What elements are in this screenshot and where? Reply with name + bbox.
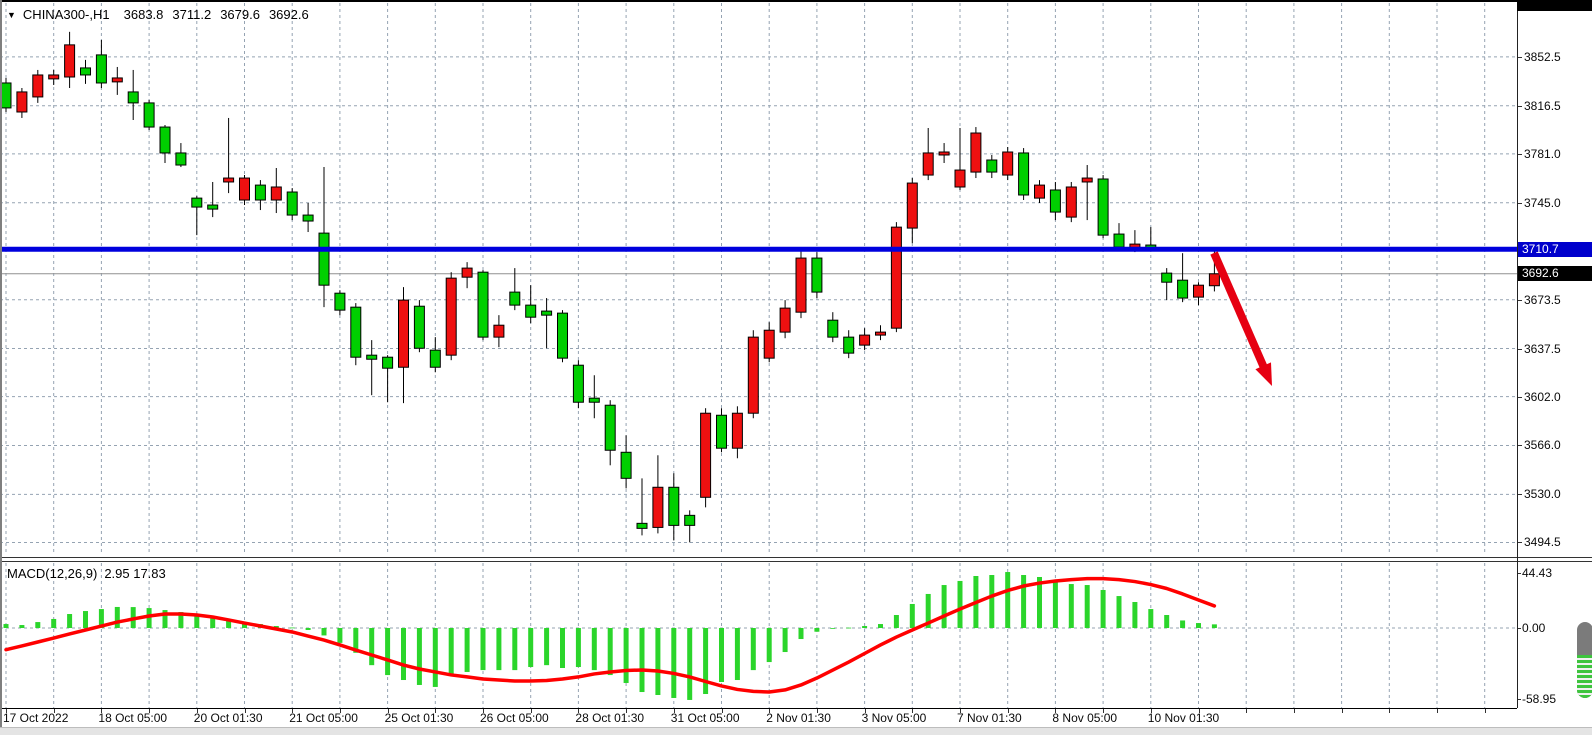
hline-price-tag: 3710.7 xyxy=(1517,241,1592,257)
time-axis-tick xyxy=(196,709,198,713)
time-axis-label: 20 Oct 01:30 xyxy=(193,711,263,725)
price-axis-label: 3494.5 xyxy=(1524,535,1561,550)
time-axis-tick xyxy=(101,709,103,713)
price-axis-tick xyxy=(1517,105,1522,107)
price-axis-tick xyxy=(1517,396,1522,398)
macd-label: MACD(12,26,9) 2.95 17.83 xyxy=(7,566,166,581)
time-axis-label: 18 Oct 05:00 xyxy=(98,711,168,725)
time-axis-tick xyxy=(912,709,914,713)
time-axis-label: 28 Oct 01:30 xyxy=(575,711,645,725)
price-axis-tick xyxy=(1517,348,1522,350)
time-axis-tick xyxy=(1484,709,1486,713)
candlestick-chart[interactable] xyxy=(0,0,1518,557)
macd-axis-label: -58.95 xyxy=(1522,692,1557,706)
panel-separator[interactable] xyxy=(0,557,1592,558)
time-axis-label: 3 Nov 05:00 xyxy=(861,711,927,725)
symbol-label: CHINA300-,H1 xyxy=(22,7,110,22)
price-axis-label: 3602.0 xyxy=(1524,389,1561,404)
time-axis-tick xyxy=(578,709,580,713)
window-corner-block xyxy=(1517,0,1592,11)
time-axis-tick xyxy=(1198,709,1200,713)
open-value: 3683.8 xyxy=(123,7,164,22)
price-axis-label: 3781.0 xyxy=(1524,146,1561,161)
time-axis-tick xyxy=(149,709,151,713)
price-axis-label: 3673.5 xyxy=(1524,292,1561,307)
price-axis-tick xyxy=(1517,202,1522,204)
time-axis-tick xyxy=(1293,709,1295,713)
window-bottom-strip xyxy=(0,727,1592,735)
price-axis-tick xyxy=(1517,542,1522,544)
trend-arrow[interactable] xyxy=(1210,251,1272,386)
time-axis-tick xyxy=(1055,709,1057,713)
macd-name: MACD(12,26,9) xyxy=(7,566,98,581)
time-axis-tick xyxy=(530,709,532,713)
macd-values: 2.95 17.83 xyxy=(104,566,166,581)
time-axis-tick xyxy=(1246,709,1248,713)
time-axis-tick xyxy=(626,709,628,713)
time-axis-label: 10 Nov 01:30 xyxy=(1147,711,1220,725)
time-axis-label: 26 Oct 05:00 xyxy=(480,711,549,725)
low-value: 3679.6 xyxy=(220,7,260,22)
time-axis-tick xyxy=(816,709,818,713)
time-axis-tick xyxy=(292,709,294,713)
time-axis-tick xyxy=(6,709,7,713)
time-axis-tick xyxy=(721,709,723,713)
price-axis-label: 3816.5 xyxy=(1524,98,1561,113)
high-value: 3711.2 xyxy=(172,7,212,22)
time-axis-label: 17 Oct 2022 xyxy=(3,711,69,725)
time-axis-tick xyxy=(1341,709,1343,713)
macd-axis-tick xyxy=(1517,699,1521,700)
axis-line xyxy=(0,708,1517,709)
price-axis-tick xyxy=(1517,56,1522,58)
time-axis-tick xyxy=(769,709,771,713)
macd-axis-tick xyxy=(1517,628,1521,629)
macd-axis-label: 0.00 xyxy=(1522,621,1546,635)
time-axis-tick xyxy=(244,709,246,713)
price-axis-label: 3852.5 xyxy=(1524,49,1561,64)
scrollbar-stripes xyxy=(1577,655,1592,698)
price-axis-label: 3745.0 xyxy=(1524,195,1561,210)
price-axis-tick xyxy=(1517,153,1522,155)
price-axis-tick xyxy=(1517,494,1522,496)
window-top-border xyxy=(0,0,1592,2)
price-axis-label: 3530.0 xyxy=(1524,487,1561,502)
time-axis-label: 7 Nov 01:30 xyxy=(957,711,1022,725)
time-axis-tick xyxy=(483,709,484,713)
time-axis-tick xyxy=(53,709,55,713)
time-axis-tick xyxy=(435,709,437,713)
current-price-tag: 3692.6 xyxy=(1517,266,1592,282)
time-axis-tick xyxy=(387,709,389,713)
price-axis-label: 3637.5 xyxy=(1524,341,1561,356)
time-axis-tick xyxy=(1389,709,1391,713)
close-value: 3692.6 xyxy=(268,7,309,22)
time-axis-label: 31 Oct 05:00 xyxy=(670,711,740,725)
time-axis-tick xyxy=(673,709,675,713)
time-axis-tick xyxy=(1437,709,1438,713)
time-axis-tick xyxy=(1150,709,1152,713)
time-axis-tick xyxy=(339,709,341,713)
macd-axis-label: 44.43 xyxy=(1522,565,1553,580)
window-left-border xyxy=(0,0,2,727)
time-axis-label: 2 Nov 01:30 xyxy=(766,711,831,725)
macd-indicator-chart[interactable] xyxy=(0,563,1518,709)
panel-separator[interactable] xyxy=(0,561,1592,562)
price-axis-tick xyxy=(1517,445,1522,447)
plot-border xyxy=(1517,2,1518,708)
vertical-scrollbar-thumb[interactable] xyxy=(1577,622,1592,698)
price-axis-tick xyxy=(1517,299,1522,301)
chart-header: ▼ CHINA300-,H1 3683.8 3711.2 3679.6 3692.6 xyxy=(7,7,318,22)
symbol-dropdown-icon[interactable]: ▼ xyxy=(7,10,16,20)
time-axis-tick xyxy=(864,709,866,713)
time-axis-tick xyxy=(960,709,961,713)
time-axis-label: 21 Oct 05:00 xyxy=(289,711,358,725)
time-axis-tick xyxy=(1007,709,1009,713)
time-axis-tick xyxy=(1103,709,1105,713)
price-axis-label: 3566.0 xyxy=(1524,438,1561,453)
macd-axis-tick xyxy=(1517,572,1521,574)
time-axis-label: 8 Nov 05:00 xyxy=(1052,711,1118,725)
time-axis-label: 25 Oct 01:30 xyxy=(384,711,454,725)
